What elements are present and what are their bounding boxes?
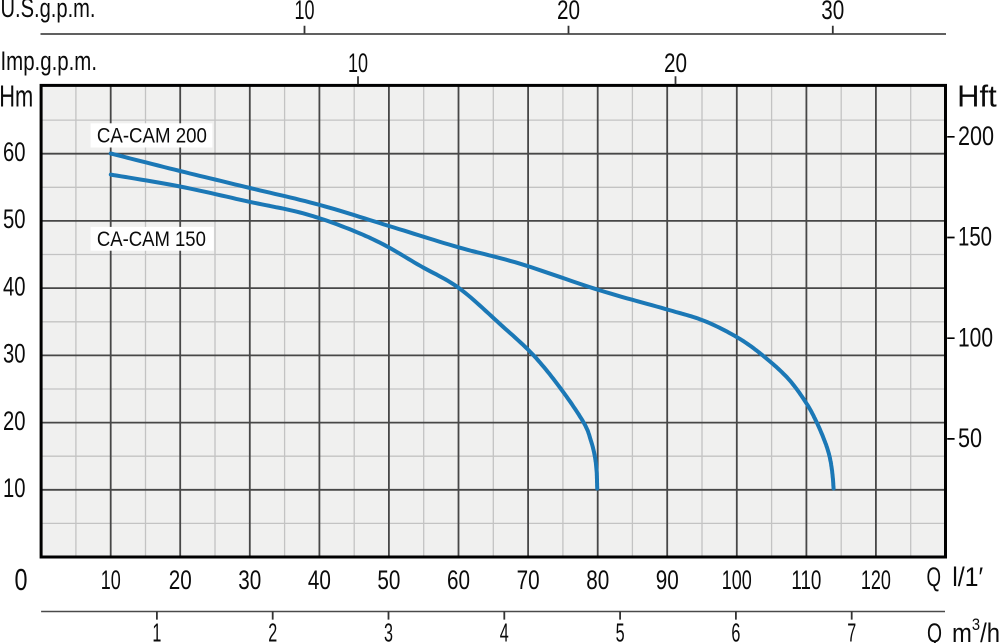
- svg-text:110: 110: [791, 565, 821, 595]
- svg-text:2: 2: [268, 618, 277, 643]
- svg-text:120: 120: [861, 565, 891, 595]
- svg-text:20: 20: [557, 0, 580, 25]
- svg-text:6: 6: [731, 618, 740, 643]
- svg-text:40: 40: [3, 271, 26, 301]
- svg-text:10: 10: [295, 0, 315, 25]
- svg-text:10: 10: [348, 48, 368, 78]
- svg-text:50: 50: [377, 565, 400, 595]
- svg-text:1: 1: [152, 618, 161, 643]
- svg-text:5: 5: [616, 618, 625, 643]
- svg-text:Q: Q: [927, 562, 942, 592]
- svg-text:20: 20: [3, 406, 26, 436]
- svg-text:60: 60: [3, 137, 26, 167]
- svg-text:50: 50: [3, 204, 26, 234]
- svg-text:60: 60: [447, 565, 470, 595]
- svg-text:30: 30: [3, 339, 26, 369]
- svg-text:10: 10: [3, 473, 26, 503]
- svg-text:100: 100: [722, 565, 752, 595]
- svg-text:7: 7: [847, 618, 856, 643]
- svg-text:10: 10: [101, 565, 121, 595]
- svg-text:Hft: Hft: [957, 79, 997, 114]
- svg-text:U.S.g.p.m.: U.S.g.p.m.: [1, 0, 96, 23]
- svg-text:Imp.g.p.m.: Imp.g.p.m.: [1, 45, 98, 76]
- svg-text:Hm: Hm: [0, 79, 33, 114]
- svg-text:20: 20: [664, 48, 687, 78]
- svg-text:4: 4: [500, 618, 509, 643]
- svg-text:CA-CAM 200: CA-CAM 200: [97, 124, 207, 147]
- svg-text:80: 80: [586, 565, 609, 595]
- svg-text:50: 50: [958, 423, 982, 453]
- svg-text:30: 30: [821, 0, 844, 25]
- svg-text:90: 90: [656, 565, 679, 595]
- svg-text:CA-CAM 150: CA-CAM 150: [97, 228, 206, 251]
- svg-text:3: 3: [384, 618, 393, 643]
- svg-text:150: 150: [958, 222, 992, 252]
- svg-text:Q: Q: [927, 618, 942, 643]
- svg-text:40: 40: [308, 565, 331, 595]
- svg-text:20: 20: [169, 565, 192, 595]
- svg-text:l/1′: l/1′: [952, 562, 983, 592]
- svg-text:30: 30: [238, 565, 261, 595]
- svg-text:70: 70: [517, 565, 540, 595]
- svg-text:100: 100: [958, 322, 993, 352]
- svg-text:0: 0: [15, 562, 28, 597]
- svg-text:200: 200: [958, 121, 994, 151]
